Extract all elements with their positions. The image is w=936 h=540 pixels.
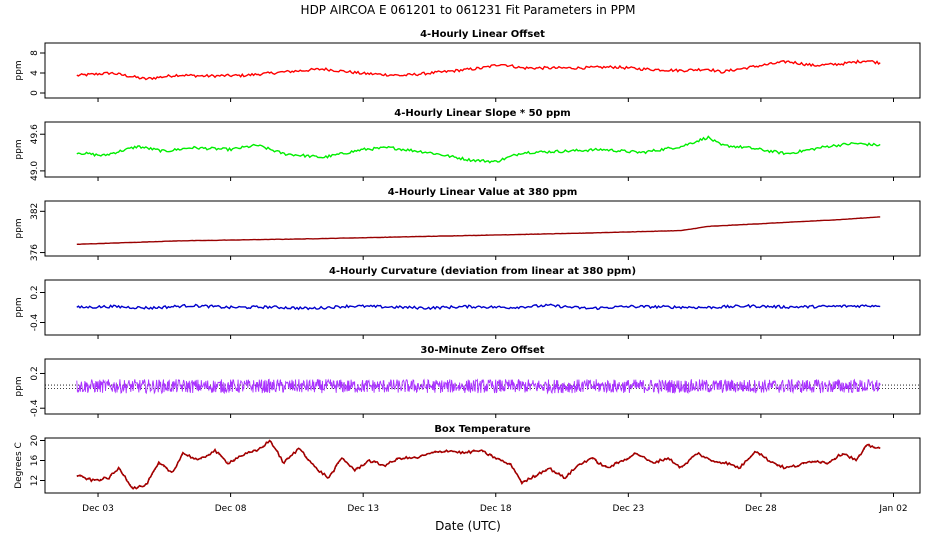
x-tick-label: Jan 02 [878, 504, 907, 514]
x-tick-label: Dec 28 [745, 504, 777, 514]
y-tick-label: 49.0 [30, 161, 40, 181]
y-axis-label: ppm [14, 60, 24, 80]
y-tick-label: 49.6 [30, 124, 40, 144]
y-tick-label: 0.2 [30, 285, 40, 299]
y-tick-label: 376 [30, 244, 40, 261]
panel-title: 4-Hourly Linear Slope * 50 ppm [394, 108, 570, 119]
y-axis-label: ppm [14, 297, 24, 317]
series-line [76, 216, 881, 246]
y-tick-label: -0.4 [30, 399, 40, 417]
panel-title: 4-Hourly Curvature (deviation from linea… [329, 266, 636, 277]
series-line [76, 378, 881, 395]
y-axis-label: Degrees C [14, 442, 24, 489]
panel-frame [44, 358, 921, 415]
series-line [76, 303, 881, 311]
panel-title: 30-Minute Zero Offset [420, 345, 544, 356]
x-tick-label: Dec 18 [480, 504, 512, 514]
x-tick-label: Dec 13 [347, 504, 379, 514]
x-axis-label: Date (UTC) [435, 519, 501, 533]
x-tick-label: Dec 08 [215, 504, 247, 514]
panels-group: 4-Hourly Linear Offset ppm 0 4 8 4-Hourly Lin… [14, 29, 921, 497]
panel-frame [44, 121, 921, 178]
panel-frame [44, 42, 921, 99]
y-tick-label: 382 [30, 203, 40, 220]
series-line [76, 439, 881, 490]
x-tick-label: Dec 03 [82, 504, 114, 514]
panel-title: 4-Hourly Linear Offset [420, 29, 545, 40]
series-line-overlay [76, 440, 881, 489]
series-line [76, 135, 881, 164]
panel-title: Box Temperature [434, 424, 531, 435]
y-tick-label: 4 [30, 70, 40, 76]
panel-frame [44, 200, 921, 257]
y-axis-label: ppm [14, 139, 24, 159]
y-tick-label: 20 [30, 435, 40, 447]
x-tick-label: Dec 23 [612, 504, 644, 514]
series-line [76, 59, 881, 81]
y-axis-label: ppm [14, 218, 24, 238]
panel-title: 4-Hourly Linear Value at 380 ppm [388, 187, 578, 198]
y-tick-label: 12 [30, 475, 40, 486]
y-tick-label: 16 [30, 455, 40, 467]
panel-frame [44, 279, 921, 336]
main-title: HDP AIRCOA E 061201 to 061231 Fit Parame… [301, 3, 636, 17]
panel-frame [44, 437, 921, 494]
y-tick-label: 0 [30, 90, 40, 96]
y-tick-label: 0.2 [30, 366, 40, 380]
y-tick-label: 8 [30, 50, 40, 56]
y-tick-label: -0.4 [30, 313, 40, 331]
y-axis-label: ppm [14, 376, 24, 396]
x-axis: Dec 03 Dec 08 Dec 13 Dec 18 Dec 23 Dec 28 Jan … [82, 504, 907, 514]
